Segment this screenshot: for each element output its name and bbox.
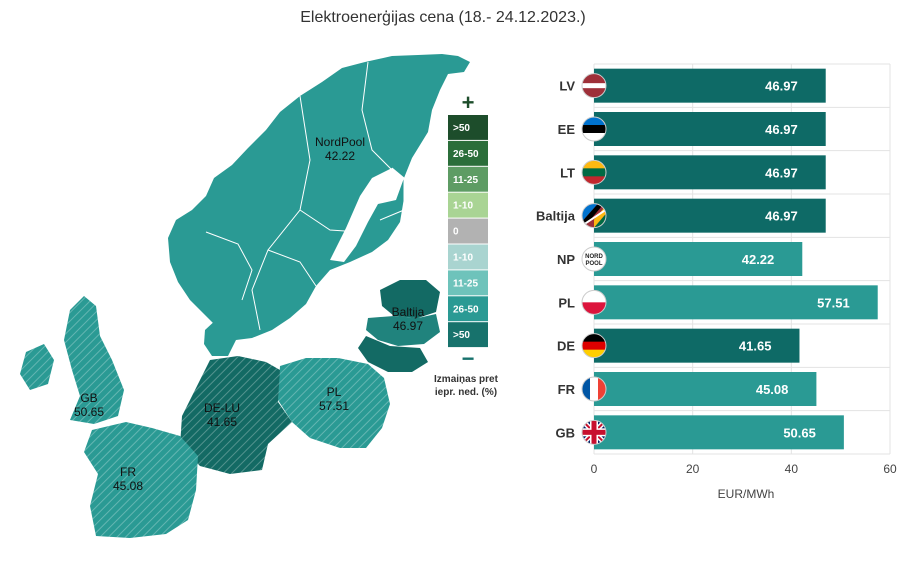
bar-value-label: 46.97 — [765, 122, 798, 137]
legend-label: >50 — [453, 330, 470, 341]
category-label: DE — [557, 339, 575, 354]
flag-uk-icon — [581, 419, 607, 445]
flag-germany-icon — [581, 333, 607, 359]
legend-caption-1: Izmaiņas pret — [434, 374, 499, 385]
legend-swatch — [448, 218, 488, 244]
x-tick-label: 20 — [686, 462, 700, 476]
bar-pl — [594, 285, 878, 320]
bar-value-label: 46.97 — [765, 209, 798, 224]
nordpool-logo-text: POOL — [585, 261, 602, 267]
bar-value-label: 46.97 — [765, 79, 798, 94]
legend-swatch — [448, 166, 488, 192]
region-nordpool — [168, 54, 470, 340]
legend-label: 11-25 — [453, 278, 478, 289]
region-denmark — [204, 318, 236, 356]
category-label: PL — [558, 295, 575, 310]
legend-label: 0 — [453, 227, 459, 238]
bar-de — [594, 328, 800, 363]
chart-title: Elektroenerģijas cena (18.- 24.12.2023.) — [300, 9, 586, 26]
bar-fr — [594, 372, 817, 406]
map-region-name: Baltija — [392, 305, 425, 319]
category-label: EE — [558, 122, 576, 137]
legend-caption-2: iepr. ned. (%) — [435, 387, 497, 398]
map-region-name: DE-LU — [204, 401, 240, 415]
bar-value-label: 46.97 — [765, 165, 798, 180]
bar-lv — [594, 68, 826, 103]
x-axis-label: EUR/MWh — [718, 487, 775, 501]
bar-value-label: 42.22 — [742, 252, 775, 267]
map-region-name: FR — [120, 465, 136, 479]
x-tick-label: 40 — [785, 462, 799, 476]
map-region-name: GB — [80, 391, 97, 405]
bar-value-label: 57.51 — [817, 295, 850, 310]
flag-estonia-icon — [581, 116, 607, 142]
map-region-value: 41.65 — [207, 415, 237, 429]
map-region-value: 46.97 — [393, 319, 423, 333]
map-region-name: NordPool — [315, 135, 365, 149]
legend-label: 11-25 — [453, 175, 478, 186]
bar-value-label: 50.65 — [783, 425, 816, 440]
flag-france-icon — [581, 376, 607, 402]
region-baltija — [358, 280, 440, 372]
change-legend: + >50 26-50 11-25 1-10 0 1-10 11-25 26-50 >50 − Izm… — [434, 90, 499, 398]
category-label: LV — [559, 79, 575, 94]
legend-swatch — [448, 270, 488, 296]
map-region-value: 57.51 — [319, 399, 349, 413]
nordpool-logo-text: NORD — [585, 254, 603, 260]
category-label: GB — [556, 425, 576, 440]
category-label: Baltija — [536, 209, 576, 224]
flag-lithuania-icon — [581, 159, 607, 185]
legend-label: >50 — [453, 123, 470, 134]
bar-gb — [594, 415, 844, 450]
x-tick-label: 0 — [591, 462, 598, 476]
legend-swatch — [448, 244, 488, 270]
legend-swatch — [448, 140, 488, 166]
bar-value-label: 41.65 — [739, 339, 772, 354]
legend-label: 1-10 — [453, 201, 473, 212]
bar-np — [594, 242, 803, 276]
legend-label: 26-50 — [453, 149, 479, 160]
legend-label: 26-50 — [453, 304, 479, 315]
map-region-value: 45.08 — [113, 479, 143, 493]
legend-swatch — [448, 115, 488, 140]
legend-swatch — [448, 192, 488, 218]
legend-plus: + — [462, 90, 475, 115]
legend-swatch — [448, 296, 488, 322]
flag-poland-icon — [581, 289, 607, 315]
legend-swatch — [448, 322, 488, 348]
map-region-value: 50.65 — [74, 405, 104, 419]
map-region-name: PL — [327, 385, 342, 399]
bar-baltija — [594, 198, 826, 233]
flag-latvia-icon — [581, 73, 607, 99]
category-label: FR — [558, 382, 576, 397]
x-tick-label: 60 — [883, 462, 897, 476]
legend-minus: − — [462, 346, 475, 371]
bar-value-label: 45.08 — [756, 382, 789, 397]
category-label: LT — [560, 165, 575, 180]
legend-label: 1-10 — [453, 253, 473, 264]
flag-baltics-icon — [581, 203, 607, 229]
map-region-value: 42.22 — [325, 149, 355, 163]
bar-ee — [594, 112, 826, 146]
category-label: NP — [557, 252, 575, 267]
bar-lt — [594, 155, 826, 190]
